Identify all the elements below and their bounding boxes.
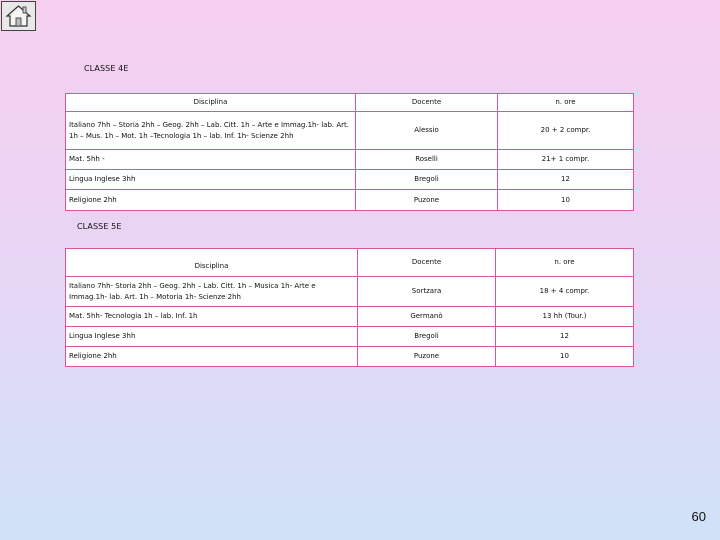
subject-cell: Lingua Inglese 3hh [65, 326, 358, 347]
table-row: Mat. 5hh - Roselli 21+ 1 compr. [65, 149, 634, 170]
table-row: Religione 2hh Puzone 10 [65, 189, 634, 211]
subject-cell: Mat. 5hh- Tecnologia 1h – lab. Inf. 1h [65, 306, 358, 327]
hours-cell: 12 [495, 326, 634, 347]
page-number: 60 [691, 509, 706, 524]
table-header-row: Disciplina Docente n. ore [65, 248, 634, 277]
header-discipline: Disciplina [65, 93, 356, 112]
class4-table: Disciplina Docente n. ore Italiano 7hh –… [65, 93, 634, 211]
table-header-row: Disciplina Docente n. ore [65, 93, 634, 112]
subject-cell: Italiano 7hh- Storia 2hh – Geog. 2hh – L… [65, 276, 358, 307]
hours-cell: 12 [497, 169, 634, 190]
teacher-cell: Alessio [355, 111, 498, 150]
teacher-cell: Sortzara [357, 276, 496, 307]
table-row: Mat. 5hh- Tecnologia 1h – lab. Inf. 1h G… [65, 306, 634, 327]
class5-table: Disciplina Docente n. ore Italiano 7hh- … [65, 248, 634, 367]
table-row: Lingua Inglese 3hh Bregoli 12 [65, 169, 634, 190]
hours-cell: 10 [495, 346, 634, 367]
header-hours: n. ore [497, 93, 634, 112]
hours-cell: 20 + 2 compr. [497, 111, 634, 150]
home-icon [5, 5, 32, 27]
teacher-cell: Bregoli [355, 169, 498, 190]
hours-cell: 13 hh (Tour.) [495, 306, 634, 327]
table-row: Italiano 7hh – Storia 2hh – Geog. 2hh – … [65, 111, 634, 150]
header-discipline: Disciplina [65, 248, 358, 277]
hours-cell: 18 + 4 compr. [495, 276, 634, 307]
header-teacher: Docente [357, 248, 496, 277]
subject-cell: Mat. 5hh - [65, 149, 356, 170]
subject-cell: Italiano 7hh – Storia 2hh – Geog. 2hh – … [65, 111, 356, 150]
table-row: Lingua Inglese 3hh Bregoli 12 [65, 326, 634, 347]
subject-cell: Religione 2hh [65, 346, 358, 367]
teacher-cell: Bregoli [357, 326, 496, 347]
subject-cell: Religione 2hh [65, 189, 356, 211]
teacher-cell: Puzone [355, 189, 498, 211]
teacher-cell: Germanò [357, 306, 496, 327]
header-hours: n. ore [495, 248, 634, 277]
header-teacher: Docente [355, 93, 498, 112]
teacher-cell: Puzone [357, 346, 496, 367]
hours-cell: 10 [497, 189, 634, 211]
subject-cell: Lingua Inglese 3hh [65, 169, 356, 190]
table-row: Religione 2hh Puzone 10 [65, 346, 634, 367]
teacher-cell: Roselli [355, 149, 498, 170]
class5-title: CLASSE 5E [77, 222, 122, 231]
home-button[interactable] [1, 1, 36, 31]
hours-cell: 21+ 1 compr. [497, 149, 634, 170]
table-row: Italiano 7hh- Storia 2hh – Geog. 2hh – L… [65, 276, 634, 307]
class4-title: CLASSE 4E [84, 64, 129, 73]
